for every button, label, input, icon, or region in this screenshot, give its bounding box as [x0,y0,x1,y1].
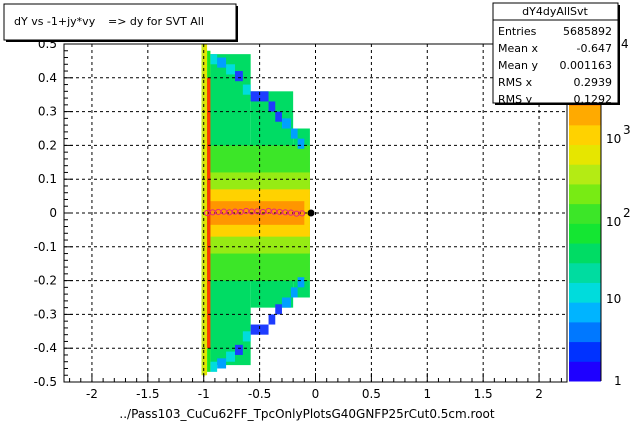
y-tick-label: 0.3 [38,105,57,119]
palette-segment [569,262,601,283]
stats-value: 5685892 [563,25,612,38]
density-edge [275,304,282,315]
palette-top-exponent: 4 [621,37,629,51]
stats-value: -0.647 [577,42,612,55]
density-band [203,44,208,376]
stats-value: 0.2939 [574,76,613,89]
x-tick-label: -0.5 [248,387,271,401]
palette-segment [569,124,601,146]
palette-segment [569,203,601,224]
density-edge [290,128,298,139]
palette-segment [569,105,601,126]
stats-label: RMS y [498,93,533,106]
density-edge [235,344,243,355]
x-axis-title: ../Pass103_CuCu62FF_TpcOnlyPlotsG40GNFP2… [119,407,494,421]
density-edge [297,138,305,149]
profile-point [237,208,244,216]
x-tick-label: -1 [198,387,210,401]
title-box: dY vs -1+jy*vy => dy for SVT All [3,3,238,42]
palette-label-1e2-exp: 2 [623,206,631,220]
palette-segment [569,321,601,343]
palette-segment [569,302,601,323]
title-description: => dy for SVT All [108,15,204,28]
y-tick-label: 0 [49,206,57,220]
density-edge [210,361,218,372]
palette-label-1e1: 10 [606,292,621,306]
density-edge [275,111,282,122]
stats-value: 0.1292 [574,93,613,106]
x-tick-label: 0.5 [362,387,381,401]
density-edge [217,358,227,369]
palette-label-1e0: 1 [614,374,622,388]
x-tick-label: -2 [86,387,98,401]
y-tick-label: 0.4 [38,71,57,85]
y-tick-label: 0.1 [38,172,57,186]
palette-segment [569,144,601,165]
palette-segment [569,361,601,382]
density-edge [281,297,291,308]
x-tick-label: 2 [535,387,543,401]
density-edge [297,277,305,288]
palette-segment [569,341,601,362]
palette-segment [569,183,601,205]
stats-value: 0.001163 [560,59,613,72]
palette-label-1e3: 10 [606,132,621,146]
x-tick-label: -1.5 [136,387,159,401]
density-edge [250,91,260,102]
palette-segment [569,164,601,185]
title-name: dY vs -1+jy*vy [14,15,96,28]
density-edge [250,324,260,335]
x-tick-label: 1.5 [474,387,493,401]
density-edge [210,54,218,65]
density-edge [268,101,276,112]
density-edge [268,314,276,325]
stats-label: Mean y [498,59,538,72]
palette-labels: 4 10 3 10 2 10 1 [606,37,631,388]
y-tick-label: -0.2 [34,274,57,288]
profile-points [203,207,315,217]
stats-box: dY4dyAllSvt Entries 5685892 Mean x -0.647 Me… [492,2,620,106]
density-edge [217,57,227,68]
palette-label-1e2: 10 [606,215,621,229]
density-edge [259,324,269,335]
palette-label-1e3-exp: 3 [623,123,631,137]
y-tick-label: -0.1 [34,240,57,254]
palette-segment [569,243,601,264]
density-edge [242,331,251,342]
density-edge [290,287,298,298]
density-edge [235,71,243,82]
density-edge [242,84,251,95]
x-tick-labels: -2 -1.5 -1 -0.5 0 0.5 1 1.5 2 [86,387,543,401]
profile-point [307,209,315,217]
x-tick-label: 1 [423,387,431,401]
x-tick-label: 0 [312,387,320,401]
stats-label: Mean x [498,42,538,55]
density-edge [281,118,291,129]
stats-label: Entries [498,25,537,38]
y-tick-label: -0.5 [34,375,57,389]
density-edge [226,64,236,75]
axes [63,43,568,383]
y-tick-labels: 0.50.40.30.20.10-0.1-0.2-0.3-0.4-0.5 [34,37,57,389]
y-tick-label: -0.4 [34,341,57,355]
stats-label: RMS x [498,76,533,89]
density-edge [259,91,269,102]
profile-point [287,209,295,216]
y-tick-label: 0.2 [38,138,57,152]
palette-segment [569,223,601,244]
y-tick-label: -0.3 [34,307,57,321]
stats-title: dY4dyAllSvt [522,5,588,18]
profile-point [259,208,267,216]
density-edge [226,351,236,362]
palette-segment [569,282,601,303]
profile-point [298,210,306,217]
